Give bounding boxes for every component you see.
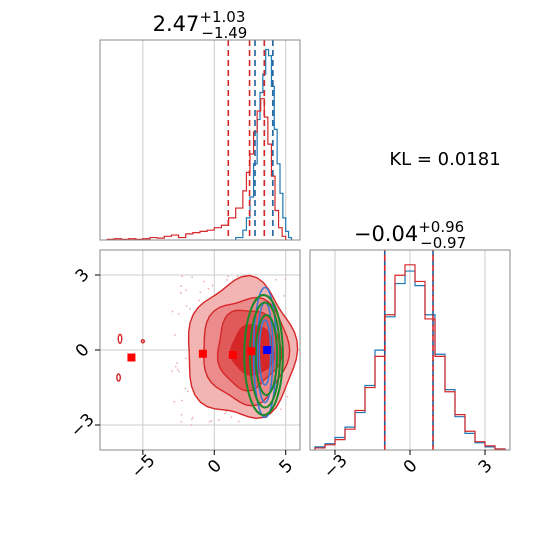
ellipse-green <box>254 314 279 396</box>
scatter-point <box>207 287 210 290</box>
histogram-series-red <box>106 98 287 240</box>
scatter-point <box>283 295 285 297</box>
scatter-point <box>181 275 184 278</box>
scatter-point <box>174 334 176 336</box>
scatter-point <box>178 370 181 373</box>
scatter-point <box>189 308 191 310</box>
y-tick-label: 0 <box>72 340 94 362</box>
scatter-point <box>184 387 187 390</box>
contour-island <box>140 339 145 344</box>
marker-red <box>228 351 237 359</box>
scatter-point <box>190 423 193 426</box>
histogram-param-2: −0.04+0.96 −0.97 −3 0 3 <box>309 218 511 483</box>
scatter-point <box>179 291 182 294</box>
scatter-point <box>237 420 240 423</box>
histogram-series-blue <box>235 48 293 240</box>
marker-red <box>127 353 136 362</box>
scatter-point <box>191 276 194 279</box>
scatter-point <box>223 412 226 415</box>
scatter-point <box>180 413 183 416</box>
scatter-point <box>176 362 179 365</box>
contour-island <box>117 333 123 345</box>
scatter-point <box>174 365 177 368</box>
scatter-point <box>210 419 213 422</box>
scatter-point <box>171 370 174 372</box>
scatter-point <box>185 289 187 292</box>
contour-island <box>116 373 121 382</box>
axes-frame <box>99 39 301 241</box>
marker-red <box>198 349 207 358</box>
y-tick-label: 3 <box>72 265 94 287</box>
marker-blue <box>263 346 272 354</box>
scatter-point <box>211 284 214 287</box>
title-minus: −0.97 <box>420 234 466 252</box>
scatter-point <box>180 285 182 287</box>
scatter-point <box>236 275 239 278</box>
scatter-point <box>180 420 183 423</box>
scatter-point <box>171 310 174 313</box>
x-tick-label: 0 <box>400 456 422 478</box>
ellipse-green <box>243 294 284 416</box>
scatter-point <box>202 280 205 283</box>
scatter-point <box>227 275 230 278</box>
x-tick-label: 0 <box>204 456 226 478</box>
title-plus: +0.96 <box>418 218 464 236</box>
histogram-param-1: 2.47+1.03 −1.49 <box>99 8 301 241</box>
scatter-point <box>284 278 287 281</box>
y-tick-label: −3 <box>67 410 99 442</box>
scatter-point <box>180 399 183 402</box>
scatter-point <box>191 418 193 421</box>
scatter-point <box>226 279 228 281</box>
scatter-point <box>177 312 180 315</box>
kl-annotation: KL = 0.0181 <box>389 149 500 170</box>
scatter-point <box>176 368 179 371</box>
scatter-point <box>225 410 228 413</box>
x-tick-label: 3 <box>475 456 497 478</box>
title-minus: −1.49 <box>201 24 247 42</box>
scatter-point <box>279 408 282 411</box>
scatter-point <box>217 419 220 422</box>
x-tick-label: −3 <box>320 451 352 483</box>
joint-density-panel: −5 0 5 −3 0 3 <box>67 249 301 483</box>
scatter-point <box>187 390 189 393</box>
scatter-point <box>286 395 289 398</box>
scatter-point <box>198 299 201 302</box>
param-2-title: −0.04+0.96 −0.97 <box>354 218 466 252</box>
scatter-point <box>173 400 176 403</box>
title-plus: +1.03 <box>199 8 245 26</box>
scatter-point <box>199 291 202 294</box>
title-value: 2.47 <box>153 12 200 36</box>
scatter-point <box>230 416 233 419</box>
marker-red <box>247 347 256 356</box>
scatter-point <box>191 416 194 419</box>
title-value: −0.04 <box>354 222 418 246</box>
histogram-series-red <box>314 264 506 450</box>
scatter-point <box>185 305 188 307</box>
scatter-point <box>274 278 277 281</box>
x-tick-label: −5 <box>128 451 160 483</box>
param-1-title: 2.47+1.03 −1.49 <box>153 8 248 42</box>
scatter-point <box>185 357 187 360</box>
scatter-point <box>208 420 211 423</box>
x-tick-label: 5 <box>276 456 298 478</box>
